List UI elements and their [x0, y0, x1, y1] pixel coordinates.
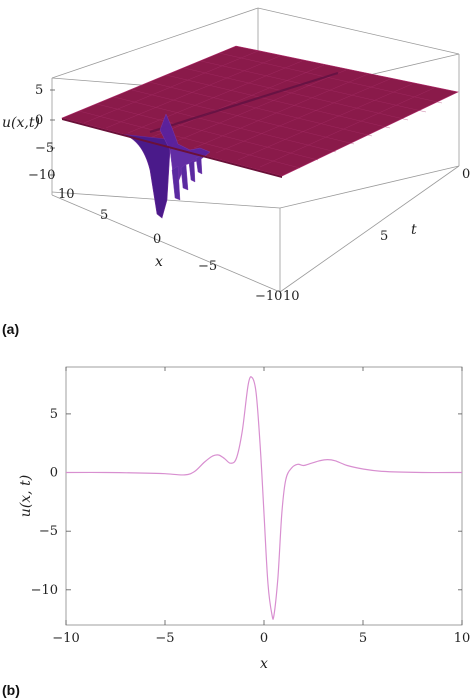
y-tick-label: −5 — [39, 524, 58, 539]
t-axis-label: t — [411, 222, 417, 238]
t-tick-label: 5 — [380, 229, 388, 244]
x-axis-label: x — [260, 656, 268, 672]
panel-a: 5 0 −5 −10 u(x,t) 10 5 0 −5 −10 x 0 5 10 t (a) — [2, 7, 470, 337]
panel-a-label: (a) — [2, 321, 19, 337]
plot-frame — [65, 366, 463, 626]
t-tick-label: 10 — [283, 289, 300, 304]
x3d-tick-label: 0 — [153, 232, 161, 247]
y-tick-label: 5 — [50, 407, 58, 422]
x3d-tick-label: −5 — [198, 259, 217, 274]
y-axis-label: u(x, t) — [18, 475, 34, 517]
x3d-tick-label: 10 — [58, 187, 75, 202]
x3d-tick-label: −10 — [255, 289, 282, 304]
series-line — [65, 376, 463, 620]
t-tick-label: 0 — [462, 167, 470, 182]
x-tick-label: 10 — [454, 631, 471, 646]
panel-b: −10 −5 0 5 10 5 0 −5 −10 x u(x, t) (b) — [2, 366, 470, 698]
t-axis: 0 5 10 — [283, 167, 470, 304]
z-tick-label: 0 — [35, 113, 43, 128]
soliton-ridge — [149, 71, 339, 134]
x-axis: −10 −5 0 5 10 — [52, 367, 470, 646]
x3d-tick-label: 5 — [100, 208, 108, 223]
surface-edge — [62, 118, 282, 178]
y-axis: 5 0 −5 −10 — [31, 407, 462, 598]
y-tick-label: 0 — [50, 466, 58, 481]
z-axis-label: u(x,t) — [2, 115, 40, 131]
z-tick-label: 5 — [35, 83, 43, 98]
series-points — [66, 378, 462, 616]
surface-ripples — [171, 155, 203, 201]
z-tick-label: −5 — [35, 141, 54, 156]
surface-mesh — [78, 50, 443, 169]
x-axis-3d: 10 5 0 −5 −10 — [58, 187, 282, 304]
z-tick-label: −10 — [28, 168, 55, 183]
surface-sheet — [61, 45, 459, 177]
x-tick-label: 5 — [359, 631, 367, 646]
x-tick-label: 0 — [260, 631, 268, 646]
x-tick-label: −5 — [155, 631, 174, 646]
x-axis-label-3d: x — [155, 254, 163, 270]
z-axis: 5 0 −5 −10 — [28, 83, 55, 183]
x-tick-label: −10 — [52, 631, 79, 646]
y-tick-label: −10 — [31, 583, 58, 598]
panel-b-label: (b) — [2, 682, 20, 698]
